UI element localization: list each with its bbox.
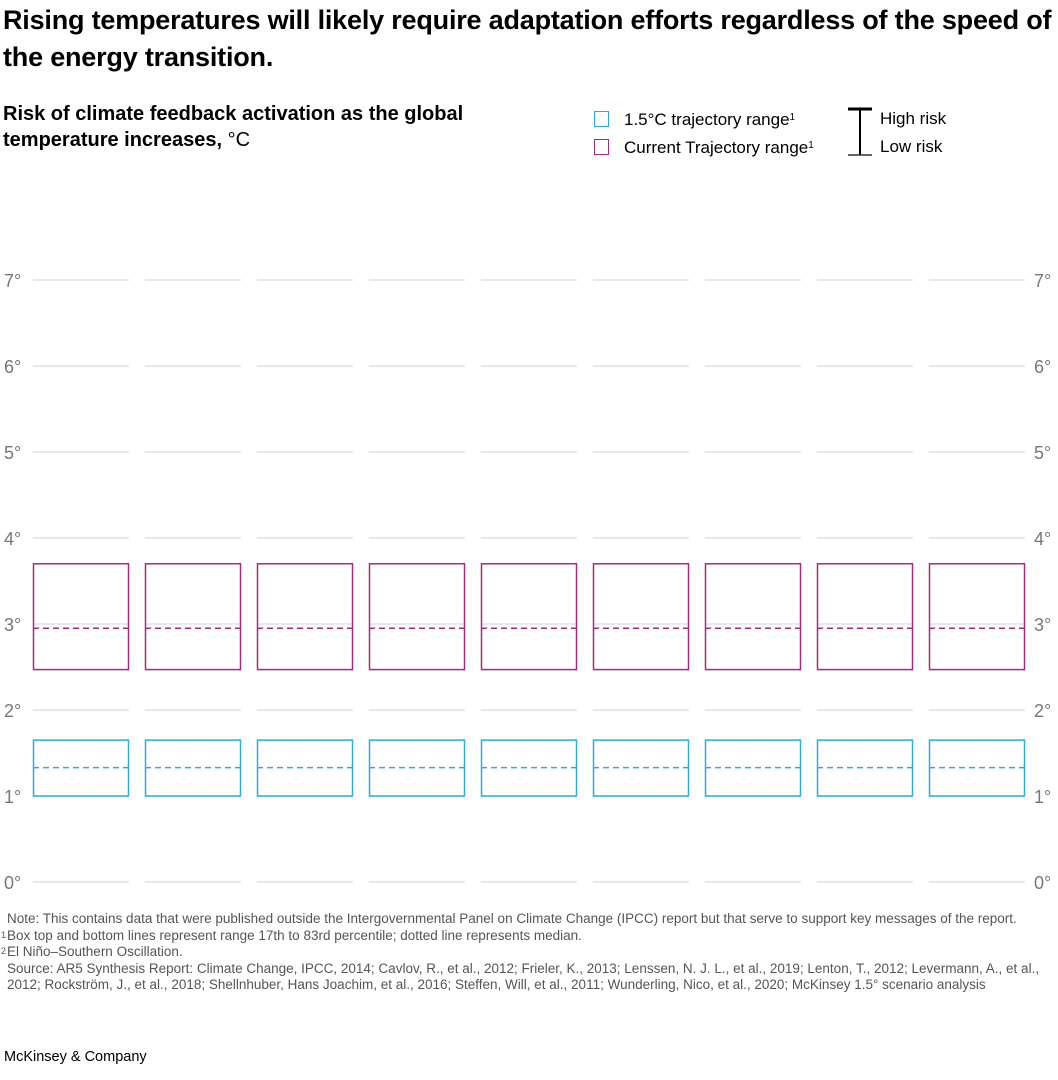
- legend-swatch-magenta: [594, 139, 609, 155]
- footnote-text: El Niño–Southern Oscillation.: [7, 944, 183, 959]
- box-current: [592, 563, 690, 671]
- y-tick-label-right: 2°: [1034, 701, 1051, 721]
- y-tick-label-left: 5°: [4, 443, 21, 463]
- y-tick-label-right: 6°: [1034, 357, 1051, 377]
- box-current: [480, 563, 578, 671]
- box-current: [704, 563, 802, 671]
- subtitle-unit: °C: [222, 129, 251, 151]
- legend-swatch-blue: [594, 111, 609, 127]
- y-tick-label-left: 7°: [4, 271, 21, 291]
- y-tick-label-left: 0°: [4, 873, 21, 893]
- source-text: Source: AR5 Synthesis Report: Climate Ch…: [7, 960, 1040, 993]
- footnote-1: 1 Box top and bottom lines represent rang…: [1, 927, 1052, 945]
- y-tick-label-left: 1°: [4, 787, 21, 807]
- box-current: [368, 563, 466, 671]
- y-tick-label-right: 0°: [1034, 873, 1051, 893]
- y-tick-label-left: 2°: [4, 701, 21, 721]
- page-title: Rising temperatures will likely require …: [3, 5, 1052, 72]
- y-tick-label-right: 1°: [1034, 787, 1051, 807]
- low-risk-label: Low risk: [880, 137, 943, 156]
- high-risk-label: High risk: [880, 109, 947, 128]
- box-current: [928, 563, 1026, 671]
- risk-range-icon: [848, 107, 872, 156]
- footnote-text: Box top and bottom lines represent range…: [7, 927, 582, 943]
- legend-text: Current Trajectory range: [624, 138, 809, 157]
- y-tick-label-left: 4°: [4, 529, 21, 549]
- subtitle-text: Risk of climate feedback activation as t…: [3, 103, 464, 151]
- box-current: [816, 563, 914, 671]
- y-tick-label-right: 3°: [1034, 615, 1051, 635]
- footnote-2: 2 El Niño–Southern Oscillation.: [1, 944, 1052, 961]
- box-current: [32, 563, 130, 671]
- y-tick-label-left: 6°: [4, 357, 21, 377]
- legend-sup: 1: [789, 112, 796, 123]
- box-current: [256, 563, 354, 671]
- notes: Note: This contains data that were publi…: [1, 911, 1052, 994]
- y-tick-label-right: 5°: [1034, 443, 1051, 463]
- box-current: [144, 563, 242, 671]
- footnote-sup: 2: [1, 946, 7, 956]
- box-chart: 0° 0° 1° 1° 2° 2° 3° 3° 4° 4° 5° 5° 6° 6° 7° 7°: [4, 271, 1051, 893]
- chart-subtitle: Risk of climate feedback activation as t…: [3, 101, 543, 153]
- legend-label: Current Trajectory range1: [624, 136, 814, 160]
- note-text: Note: This contains data that were publi…: [7, 911, 1017, 926]
- legend-sup: 1: [808, 140, 814, 151]
- y-tick-label-right: 4°: [1034, 529, 1051, 549]
- footnote-sup: 1: [1, 929, 7, 940]
- y-tick-label-right: 7°: [1034, 271, 1051, 291]
- brand-logo-text: McKinsey & Company: [4, 1049, 147, 1065]
- legend-label: 1.5°C trajectory range1: [624, 108, 795, 132]
- legend-text: 1.5°C trajectory range: [624, 110, 790, 129]
- y-tick-label-left: 3°: [4, 615, 21, 635]
